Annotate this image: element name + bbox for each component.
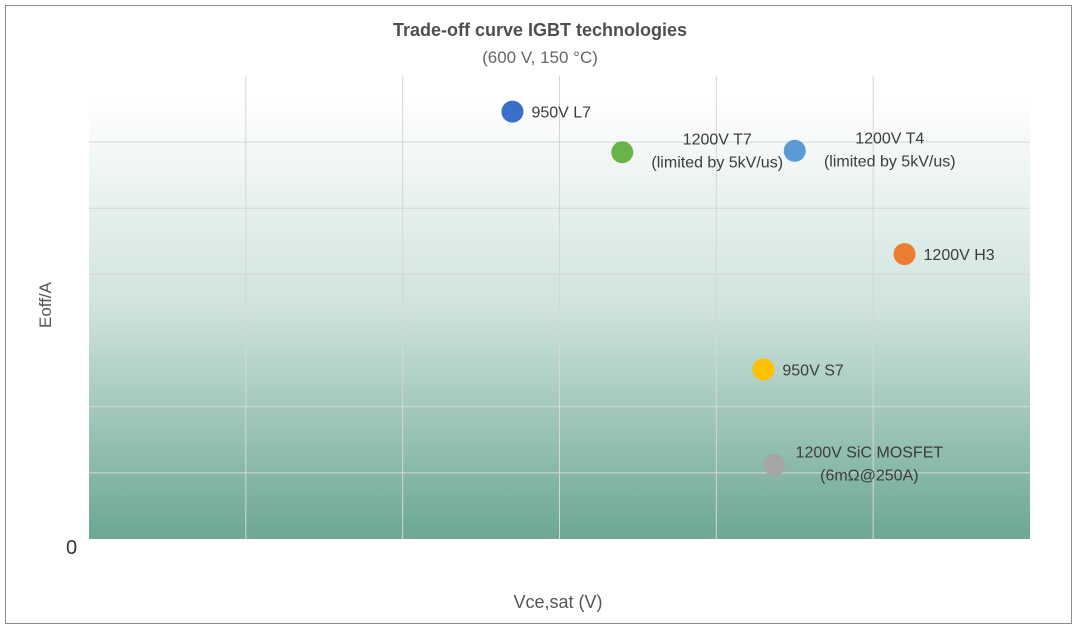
chart-title: Trade-off curve IGBT technologies bbox=[392, 20, 688, 40]
data-label-1200v-t4-line-1: 1200V T4 bbox=[855, 130, 924, 147]
data-point-1200v-t4 bbox=[783, 139, 806, 162]
data-label-1200v-t7-line-2: (limited by 5kV/us) bbox=[651, 155, 783, 172]
data-point-1200v-sic-mosfet bbox=[763, 453, 786, 476]
data-point-1200v-t7 bbox=[611, 141, 634, 164]
data-label-1200v-t4-line-2: (limited by 5kV/us) bbox=[824, 153, 956, 170]
data-label-950v-s7-line-1: 950V S7 bbox=[782, 362, 843, 379]
x-axis-label: Vce,sat (V) bbox=[513, 592, 603, 612]
data-point-950v-s7 bbox=[752, 358, 775, 381]
grid-lines bbox=[89, 76, 1030, 539]
data-points: 950V L7 1200V T7 (limited by 5kV/us) 1200V … bbox=[501, 100, 995, 484]
chart-subtitle: (600 V, 150 °C) bbox=[482, 48, 598, 67]
data-point-1200v-h3 bbox=[893, 243, 916, 266]
data-label-1200v-sic-mosfet-line-1: 1200V SiC MOSFET bbox=[796, 444, 944, 461]
origin-label: 0 bbox=[66, 537, 78, 559]
data-label-950v-l7-line-1: 950V L7 bbox=[531, 105, 591, 122]
data-label-1200v-t7-line-1: 1200V T7 bbox=[683, 132, 752, 149]
data-label-1200v-sic-mosfet-line-2: (6mΩ@250A) bbox=[820, 467, 918, 484]
data-label-1200v-h3-line-1: 1200V H3 bbox=[924, 247, 995, 264]
data-point-950v-l7 bbox=[501, 100, 524, 123]
